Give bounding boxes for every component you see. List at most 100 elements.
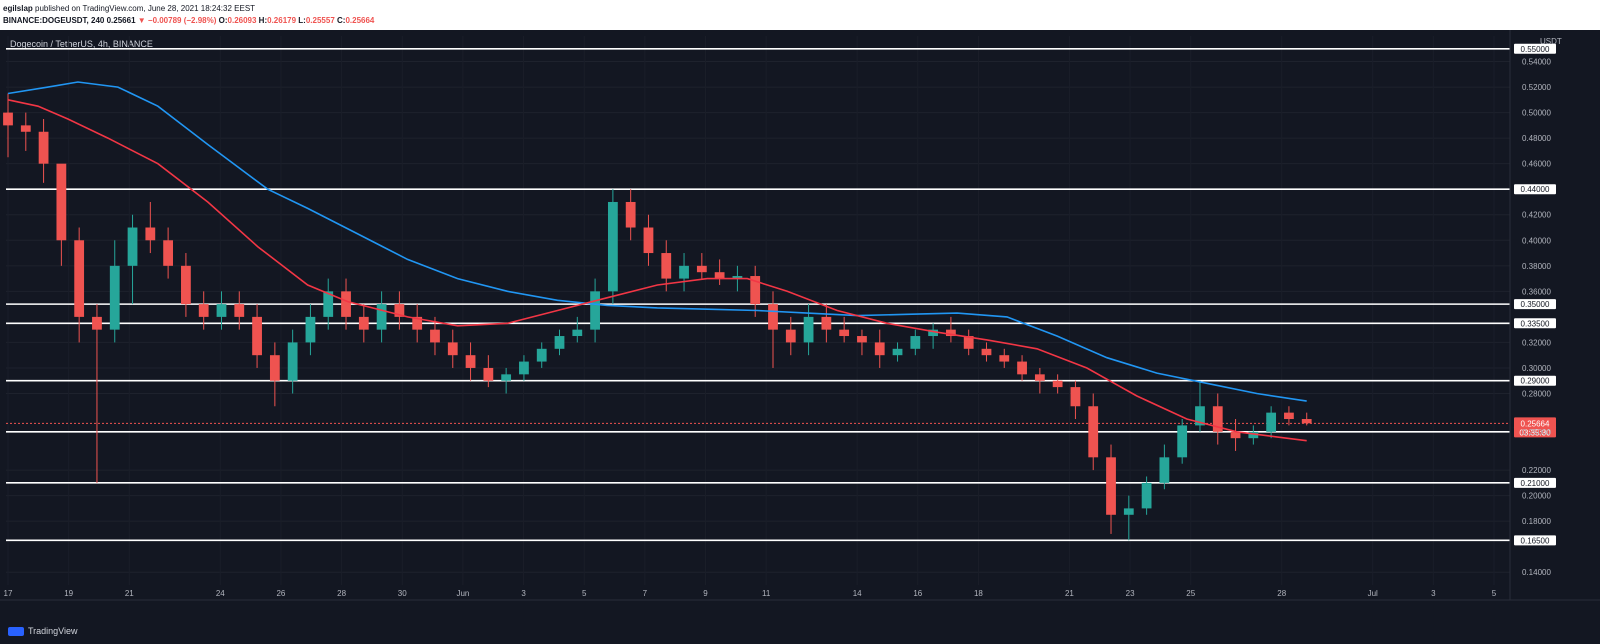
candle-body xyxy=(874,342,885,356)
candle-body xyxy=(501,374,512,381)
y-tick-label: 0.38000 xyxy=(1522,262,1551,271)
candle-body xyxy=(483,367,494,381)
candle-body xyxy=(376,304,387,330)
x-tick-label: 19 xyxy=(64,589,73,598)
candle-body xyxy=(892,348,903,356)
level-label: 0.21000 xyxy=(1521,479,1550,488)
high-label: H: xyxy=(258,16,268,25)
open-label: O: xyxy=(218,16,228,25)
publish-line: egilslap published on TradingView.com, J… xyxy=(3,3,255,14)
symbol: BINANCE:DOGEUSDT, 240 xyxy=(3,16,105,25)
y-tick-label: 0.14000 xyxy=(1522,568,1551,577)
candle-body xyxy=(768,304,778,330)
candle-body xyxy=(430,329,440,343)
candle-body xyxy=(1088,406,1099,458)
y-tick-label: 0.42000 xyxy=(1522,211,1551,220)
ma-red-line xyxy=(7,99,1307,442)
candle-body xyxy=(963,336,974,349)
candle-body xyxy=(234,304,245,317)
candle-body xyxy=(394,304,405,317)
candle-body xyxy=(1212,406,1223,432)
candle-body xyxy=(465,355,476,368)
x-tick-label: 14 xyxy=(853,589,862,598)
x-tick-label: 26 xyxy=(276,589,285,598)
y-tick-label: 0.46000 xyxy=(1522,160,1551,169)
level-badge xyxy=(1514,318,1556,329)
candle-body xyxy=(536,348,547,362)
candle-body xyxy=(661,253,672,279)
y-tick-label: 0.54000 xyxy=(1522,58,1551,67)
candle-body xyxy=(696,265,707,273)
level-badge xyxy=(1514,184,1556,195)
last-price: 0.25661 xyxy=(106,16,136,25)
candle-body xyxy=(1230,431,1241,439)
y-tick-label: 0.32000 xyxy=(1522,338,1551,347)
candle-body xyxy=(145,227,156,241)
y-tick-label: 0.40000 xyxy=(1522,236,1551,245)
candle-body xyxy=(358,316,369,330)
y-tick-label: 0.30000 xyxy=(1522,364,1551,373)
published-info: published on TradingView.com, June 28, 2… xyxy=(35,4,256,13)
candle-body xyxy=(643,227,654,254)
x-axis: 17 19 21 24 26 28 30 Jun 3 5 7 9 11 14 16 18 21 23 25 28 Jul… xyxy=(0,589,1600,601)
candle-body xyxy=(287,342,298,381)
y-tick-label: 0.28000 xyxy=(1522,389,1551,398)
level-label: 0.33500 xyxy=(1521,319,1550,328)
candle-body xyxy=(999,355,1010,362)
level-label: 0.55000 xyxy=(1521,45,1550,54)
candle-body xyxy=(1123,508,1134,515)
candle-body xyxy=(607,201,618,292)
candle-body xyxy=(857,336,867,343)
level-label: 0.44000 xyxy=(1521,185,1550,194)
candle-body xyxy=(1195,406,1205,426)
candle-body xyxy=(1301,419,1312,424)
chart-title: Dogecoin / TetherUS, 4h, BINANCE xyxy=(10,39,153,49)
current-price-badge xyxy=(1514,417,1556,438)
candle-body xyxy=(1284,412,1294,420)
candle-body xyxy=(198,304,209,317)
candle-body xyxy=(1159,457,1170,483)
candle-body xyxy=(412,316,423,330)
x-tick-label: Jul xyxy=(1368,589,1378,598)
x-tick-label: Jun xyxy=(456,589,469,598)
candle-body xyxy=(1017,361,1027,375)
y-tick-label: 0.36000 xyxy=(1522,287,1551,296)
chart-area[interactable] xyxy=(0,30,1600,644)
x-tick-label: 18 xyxy=(974,589,983,598)
author[interactable]: egilslap xyxy=(3,4,33,13)
y-axis: USDT0.140000.180000.200000.220000.250000… xyxy=(1509,30,1562,600)
level-badge xyxy=(1514,375,1556,386)
candle-body xyxy=(981,348,992,356)
candle-body xyxy=(625,201,636,228)
x-tick-label: 28 xyxy=(337,589,346,598)
candle-body xyxy=(20,125,31,132)
close-label: C: xyxy=(337,16,346,25)
tradingview-mark-icon xyxy=(8,626,24,636)
candle-body xyxy=(305,316,316,343)
y-axis-unit: USDT xyxy=(1540,37,1562,46)
candle-body xyxy=(323,291,334,317)
candle-body xyxy=(785,329,796,343)
candle-body xyxy=(732,276,743,279)
y-tick-label: 0.20000 xyxy=(1522,492,1551,501)
candle-body xyxy=(3,112,13,126)
y-tick-label: 0.50000 xyxy=(1522,109,1551,118)
level-badge xyxy=(1514,299,1556,310)
candle-body xyxy=(109,265,120,330)
tradingview-logo[interactable]: TradingView xyxy=(8,626,78,636)
candle-body xyxy=(92,316,102,330)
candle-body xyxy=(839,329,850,337)
candle-body xyxy=(714,272,725,279)
x-tick-label: 23 xyxy=(1126,589,1135,598)
candle-body xyxy=(163,240,174,266)
level-badge xyxy=(1514,43,1556,54)
x-tick-label: 5 xyxy=(1492,589,1497,598)
candle-body xyxy=(750,276,761,305)
candles xyxy=(3,93,1312,541)
candle-body xyxy=(1177,425,1188,458)
low-label: L: xyxy=(298,16,306,25)
level-label: 0.16500 xyxy=(1521,536,1550,545)
candle-body xyxy=(447,342,458,356)
level-label: 0.35000 xyxy=(1521,300,1550,309)
